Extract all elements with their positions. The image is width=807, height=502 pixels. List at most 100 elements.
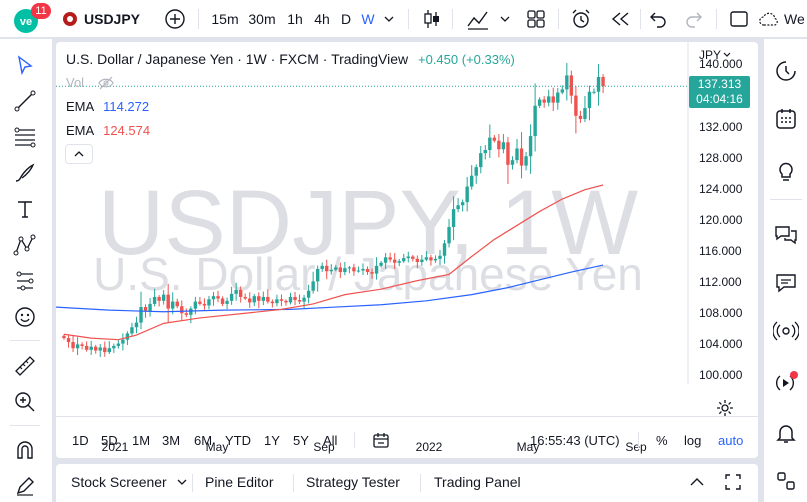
chevron-down-icon bbox=[177, 479, 187, 485]
eye-hidden-icon[interactable] bbox=[98, 76, 114, 90]
measure-tool[interactable] bbox=[8, 349, 42, 383]
range-3m[interactable]: 3M bbox=[162, 426, 180, 454]
layout-button[interactable] bbox=[522, 0, 550, 38]
candle bbox=[465, 176, 469, 212]
range-label: YTD bbox=[225, 432, 251, 448]
range-5y[interactable]: 5Y bbox=[293, 426, 309, 454]
candle-body bbox=[537, 99, 542, 106]
save-cloud-button[interactable]: We bbox=[758, 0, 807, 38]
chart-canvas[interactable]: USDJPY, 1W U.S. Dollar / Japanese Yen bbox=[56, 42, 758, 458]
interval-d[interactable]: D bbox=[336, 0, 356, 38]
indicators-dropdown[interactable] bbox=[496, 0, 514, 38]
replay-button[interactable] bbox=[606, 0, 634, 38]
candle-body bbox=[574, 95, 578, 116]
watchlist-button[interactable] bbox=[768, 53, 804, 89]
candle bbox=[311, 271, 315, 294]
more-widgets-button[interactable] bbox=[768, 463, 804, 499]
time-axis[interactable] bbox=[56, 384, 688, 414]
chart-panel[interactable]: USDJPY, 1W U.S. Dollar / Japanese Yen U.… bbox=[56, 42, 758, 458]
interval-w[interactable]: W bbox=[358, 0, 378, 38]
candle bbox=[397, 259, 401, 267]
interval-30m[interactable]: 30m bbox=[245, 0, 279, 38]
trend-line-tool[interactable] bbox=[8, 84, 42, 118]
fullscreen-mode-button[interactable] bbox=[724, 0, 754, 38]
chats-button[interactable] bbox=[768, 217, 804, 253]
undo-button[interactable] bbox=[644, 0, 672, 38]
range-6m[interactable]: 6M bbox=[194, 426, 212, 454]
chart-title[interactable]: U.S. Dollar / Japanese Yen · 1W · FXCM ·… bbox=[66, 51, 409, 67]
candle bbox=[569, 70, 574, 104]
tab-trading-panel[interactable]: Trading Panel bbox=[434, 464, 521, 500]
timezone-clock[interactable]: 16:55:43 (UTC) bbox=[530, 426, 620, 454]
range-ytd[interactable]: YTD bbox=[225, 426, 251, 454]
candle-body bbox=[184, 313, 189, 315]
tab-stock-screener[interactable]: Stock Screener bbox=[71, 464, 187, 500]
stay-in-drawing-tool[interactable] bbox=[8, 469, 42, 502]
cursor-tool[interactable] bbox=[8, 48, 42, 82]
magnet-tool[interactable] bbox=[8, 433, 42, 467]
expand-panel-button[interactable] bbox=[686, 464, 708, 500]
chart-settings-button[interactable] bbox=[714, 397, 736, 419]
interval-dropdown[interactable] bbox=[380, 0, 398, 38]
notification-badge[interactable]: 11 bbox=[31, 3, 51, 19]
currency-selector[interactable]: JPY bbox=[699, 48, 731, 62]
candle-body bbox=[560, 89, 564, 93]
horizontal-lines-icon bbox=[14, 127, 36, 148]
streams-button[interactable] bbox=[768, 313, 804, 349]
ruler-icon bbox=[15, 356, 35, 376]
candle-body bbox=[578, 115, 583, 119]
interval-4h[interactable]: 4h bbox=[309, 0, 335, 38]
range-1y[interactable]: 1Y bbox=[264, 426, 280, 454]
ema-fast-legend[interactable]: EMA 114.272 bbox=[66, 99, 149, 114]
clock-text: 16:55:43 (UTC) bbox=[530, 432, 620, 448]
text-tool[interactable] bbox=[8, 192, 42, 226]
compare-symbol-button[interactable] bbox=[160, 0, 190, 38]
ema-slow-legend[interactable]: EMA 124.574 bbox=[66, 123, 150, 138]
range-1m[interactable]: 1M bbox=[132, 426, 150, 454]
candle-body bbox=[583, 108, 587, 119]
candle bbox=[547, 89, 551, 107]
candle-body bbox=[229, 293, 234, 301]
range-1d[interactable]: 1D bbox=[72, 426, 89, 454]
collapse-legend-button[interactable] bbox=[65, 144, 93, 164]
tab-strategy-tester[interactable]: Strategy Tester bbox=[306, 464, 400, 500]
maximize-panel-button[interactable] bbox=[722, 464, 744, 500]
auto-scale-button[interactable]: auto bbox=[718, 426, 743, 454]
symbol-search[interactable]: USDJPY bbox=[62, 0, 144, 38]
fib-tool[interactable] bbox=[8, 120, 42, 154]
candle bbox=[528, 124, 533, 174]
prediction-tool[interactable] bbox=[8, 264, 42, 298]
calendar-button[interactable] bbox=[768, 101, 804, 137]
interval-1h[interactable]: 1h bbox=[282, 0, 308, 38]
zoom-tool[interactable] bbox=[8, 385, 42, 419]
candle-body bbox=[501, 142, 506, 150]
pattern-icon bbox=[13, 234, 36, 256]
candle bbox=[374, 257, 379, 280]
candle-body bbox=[121, 339, 125, 344]
candle bbox=[483, 145, 487, 160]
candle bbox=[112, 343, 116, 354]
range-5d[interactable]: 5D bbox=[101, 426, 118, 454]
percent-scale-button[interactable]: % bbox=[656, 426, 668, 454]
indicators-button[interactable] bbox=[462, 0, 494, 38]
ideas-button[interactable] bbox=[768, 153, 804, 189]
interval-15m[interactable]: 15m bbox=[208, 0, 242, 38]
notifications-feed-button[interactable] bbox=[768, 365, 804, 401]
redo-button[interactable] bbox=[680, 0, 708, 38]
alerts-button[interactable] bbox=[768, 415, 804, 451]
public-chats-button[interactable] bbox=[768, 265, 804, 301]
pattern-tool[interactable] bbox=[8, 228, 42, 262]
chart-type-button[interactable] bbox=[418, 0, 446, 38]
interval-label: D bbox=[340, 11, 352, 27]
log-scale-button[interactable]: log bbox=[684, 426, 701, 454]
candle-body bbox=[148, 303, 152, 311]
alert-button[interactable] bbox=[566, 0, 596, 38]
smiley-icon bbox=[15, 307, 35, 327]
goto-date-button[interactable] bbox=[372, 426, 390, 454]
volume-legend[interactable]: Vol bbox=[66, 75, 114, 90]
icon-tool[interactable] bbox=[8, 300, 42, 334]
range-all[interactable]: All bbox=[323, 426, 337, 454]
tab-pine-editor[interactable]: Pine Editor bbox=[205, 464, 273, 500]
brush-tool[interactable] bbox=[8, 156, 42, 190]
ema-value: 124.574 bbox=[103, 123, 151, 138]
